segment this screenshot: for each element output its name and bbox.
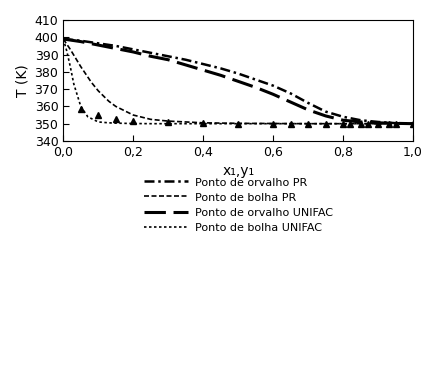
Ponto de bolha UNIFAC — [340, 121, 346, 126]
Ponto de orvalho UNIFAC — [78, 39, 83, 44]
Ponto de orvalho PR — [271, 83, 276, 88]
Ponto de orvalho UNIFAC — [393, 121, 398, 125]
Line: Ponto de bolha PR: Ponto de bolha PR — [64, 39, 413, 124]
Ponto de orvalho UNIFAC — [305, 108, 311, 112]
Ponto de orvalho PR — [131, 47, 136, 52]
Ponto de orvalho PR — [61, 37, 66, 41]
Ponto de bolha PR — [78, 65, 83, 69]
Line: Ponto de bolha UNIFAC: Ponto de bolha UNIFAC — [64, 39, 413, 124]
Y-axis label: T (K): T (K) — [15, 64, 29, 97]
Ponto de orvalho PR — [358, 118, 363, 122]
Legend: Ponto de orvalho PR, Ponto de bolha PR, Ponto de orvalho UNIFAC, Ponto de bolha : Ponto de orvalho PR, Ponto de bolha PR, … — [144, 177, 333, 233]
Ponto de bolha PR — [148, 117, 153, 122]
Line: Ponto de orvalho PR: Ponto de orvalho PR — [64, 39, 413, 124]
X-axis label: x₁,y₁: x₁,y₁ — [222, 164, 254, 178]
Ponto de bolha PR — [67, 47, 73, 52]
Ponto de orvalho UNIFAC — [410, 121, 416, 126]
Ponto de bolha UNIFAC — [410, 121, 416, 126]
Ponto de bolha PR — [95, 89, 101, 93]
Ponto de bolha PR — [305, 121, 311, 126]
Ponto de bolha UNIFAC — [67, 65, 73, 69]
Ponto de orvalho PR — [95, 41, 101, 46]
Ponto de bolha PR — [375, 121, 381, 126]
Ponto de orvalho PR — [375, 120, 381, 124]
Ponto de bolha UNIFAC — [166, 121, 171, 126]
Ponto de bolha PR — [88, 80, 94, 85]
Ponto de bolha UNIFAC — [271, 121, 276, 126]
Ponto de orvalho PR — [78, 39, 83, 43]
Ponto de orvalho PR — [183, 58, 188, 62]
Ponto de orvalho UNIFAC — [236, 79, 241, 83]
Ponto de bolha UNIFAC — [375, 121, 381, 126]
Ponto de orvalho PR — [166, 54, 171, 59]
Ponto de orvalho PR — [148, 50, 153, 55]
Ponto de bolha UNIFAC — [85, 115, 90, 119]
Ponto de orvalho UNIFAC — [323, 114, 328, 118]
Ponto de orvalho PR — [410, 121, 416, 126]
Ponto de bolha UNIFAC — [78, 104, 83, 109]
Ponto de bolha PR — [201, 121, 206, 125]
Ponto de bolha UNIFAC — [71, 82, 76, 86]
Ponto de orvalho PR — [288, 91, 293, 96]
Ponto de bolha PR — [61, 37, 66, 41]
Ponto de orvalho PR — [323, 109, 328, 114]
Ponto de orvalho PR — [305, 101, 311, 105]
Ponto de bolha PR — [271, 121, 276, 126]
Ponto de bolha UNIFAC — [61, 37, 66, 41]
Ponto de bolha UNIFAC — [131, 121, 136, 126]
Ponto de bolha UNIFAC — [236, 121, 241, 126]
Ponto de bolha UNIFAC — [95, 120, 101, 124]
Ponto de bolha PR — [106, 99, 111, 104]
Ponto de bolha PR — [340, 121, 346, 126]
Ponto de bolha UNIFAC — [113, 121, 118, 125]
Ponto de orvalho UNIFAC — [218, 73, 223, 78]
Line: Ponto de orvalho UNIFAC: Ponto de orvalho UNIFAC — [64, 39, 413, 124]
Ponto de orvalho PR — [113, 44, 118, 48]
Ponto de bolha UNIFAC — [305, 121, 311, 126]
Ponto de bolha PR — [113, 104, 118, 109]
Ponto de orvalho PR — [393, 121, 398, 125]
Ponto de orvalho UNIFAC — [271, 92, 276, 96]
Ponto de orvalho UNIFAC — [113, 46, 118, 51]
Ponto de orvalho UNIFAC — [95, 43, 101, 47]
Ponto de orvalho UNIFAC — [358, 120, 363, 124]
Ponto de orvalho PR — [218, 66, 223, 70]
Ponto de orvalho PR — [340, 115, 346, 119]
Ponto de orvalho UNIFAC — [288, 100, 293, 104]
Ponto de bolha UNIFAC — [106, 121, 111, 125]
Ponto de orvalho UNIFAC — [148, 54, 153, 59]
Ponto de orvalho UNIFAC — [183, 63, 188, 67]
Ponto de orvalho UNIFAC — [201, 68, 206, 72]
Ponto de orvalho UNIFAC — [340, 118, 346, 122]
Ponto de orvalho UNIFAC — [253, 85, 258, 90]
Ponto de orvalho PR — [253, 78, 258, 82]
Ponto de bolha PR — [166, 119, 171, 123]
Ponto de orvalho UNIFAC — [166, 58, 171, 62]
Ponto de bolha UNIFAC — [201, 121, 206, 126]
Ponto de orvalho PR — [236, 71, 241, 76]
Ponto de orvalho PR — [201, 62, 206, 66]
Ponto de bolha UNIFAC — [64, 49, 69, 53]
Ponto de bolha PR — [410, 121, 416, 126]
Ponto de bolha PR — [131, 113, 136, 117]
Ponto de bolha PR — [236, 121, 241, 125]
Ponto de orvalho UNIFAC — [61, 37, 66, 41]
Ponto de orvalho UNIFAC — [375, 121, 381, 125]
Ponto de orvalho UNIFAC — [131, 50, 136, 54]
Ponto de bolha UNIFAC — [148, 121, 153, 126]
